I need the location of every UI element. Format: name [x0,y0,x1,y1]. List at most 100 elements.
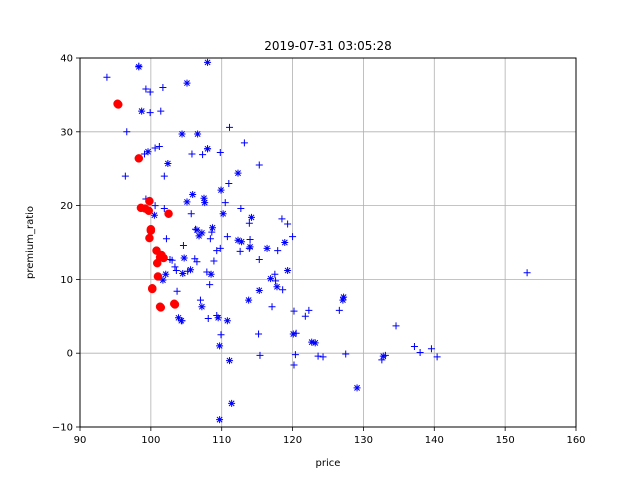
circle-point [148,284,157,294]
star-point [217,186,225,194]
plus-point [410,343,418,351]
star-point [144,148,152,156]
plus-point [523,269,531,277]
plus-point [216,148,224,156]
plus-point [223,233,231,241]
y-tick-label: 30 [60,127,73,138]
x-tick-label: 100 [141,435,160,446]
star-point [284,267,292,275]
plus-point [289,233,297,241]
star-point [308,338,316,346]
star-point [340,293,348,301]
plus-point [188,150,196,158]
star-point [178,130,186,138]
star-point [183,79,191,87]
plus-point [208,228,216,236]
plus-point [314,352,322,360]
x-tick-label: 110 [212,435,231,446]
star-point [180,254,188,262]
y-tick-label: 10 [60,275,73,286]
star-point [198,303,206,311]
star-point [228,399,236,407]
star-point [183,198,191,206]
series-star [135,58,387,424]
circle-point [152,258,162,268]
plus-point [123,128,131,136]
plus-point [433,353,441,361]
plus-point [213,247,221,255]
plus-point [157,107,165,115]
star-point [194,130,202,138]
star-point [238,238,246,246]
star-point [193,226,201,234]
plus-point [268,303,276,311]
plus-point [151,144,159,152]
star-point [135,63,143,71]
circle-point [114,100,123,109]
plus-point [279,286,287,294]
star-point [138,107,146,115]
plus-point [246,236,254,244]
circle-point [156,303,166,312]
star-point [207,270,215,278]
star-point [216,416,224,424]
plus-point [342,350,350,358]
plus-point [146,109,154,117]
star-point [198,229,206,237]
x-axis-ticks: 90 100 110 120 130 140 150 160 [74,427,586,446]
y-tick-label: 20 [60,201,73,212]
circle-point [153,272,163,281]
plus-point [187,210,195,218]
plus-point [291,351,299,359]
star-point [255,286,263,294]
plus-point [159,84,167,92]
plus-point [236,247,244,255]
plus-point [160,172,168,180]
plus-point [210,257,218,265]
star-point [179,269,187,277]
star-point [245,296,253,304]
x-tick-label: 160 [566,435,585,446]
plot-frame [79,57,577,428]
star-point [195,232,203,240]
plus-point [301,312,309,320]
star-point [204,58,212,66]
y-tick-label: 0 [67,349,73,360]
plus-point [196,296,204,304]
plus-point [392,322,400,330]
plus-point [284,220,292,228]
star-point [189,191,197,199]
star-point [223,317,231,325]
plus-point [274,247,282,255]
star-point [289,330,297,338]
plus-point [255,330,263,338]
star-point [311,339,319,347]
star-point [216,342,224,350]
plus-point [319,353,327,361]
plus-point [290,361,298,369]
circle-point [164,209,173,218]
star-point [339,296,347,304]
plus-point [255,161,263,169]
star-point [353,384,361,392]
plus-point [427,345,435,353]
x-axis-label: price [316,458,341,469]
plus-point [204,315,212,323]
star-point [150,211,158,219]
plus-point [256,351,264,359]
x-tick-label: 140 [425,435,444,446]
star-point [201,199,209,207]
plus-point [237,205,245,213]
star-point [226,357,234,365]
star-point [281,239,289,246]
plus-point [179,241,187,249]
x-tick-label: 90 [74,435,87,446]
circle-point [145,196,154,206]
series-plus [103,62,531,369]
plus-point [226,123,234,131]
star-point [200,194,208,202]
star-point [379,352,387,360]
chart-title: 2019-07-31 03:05:28 [264,39,391,53]
